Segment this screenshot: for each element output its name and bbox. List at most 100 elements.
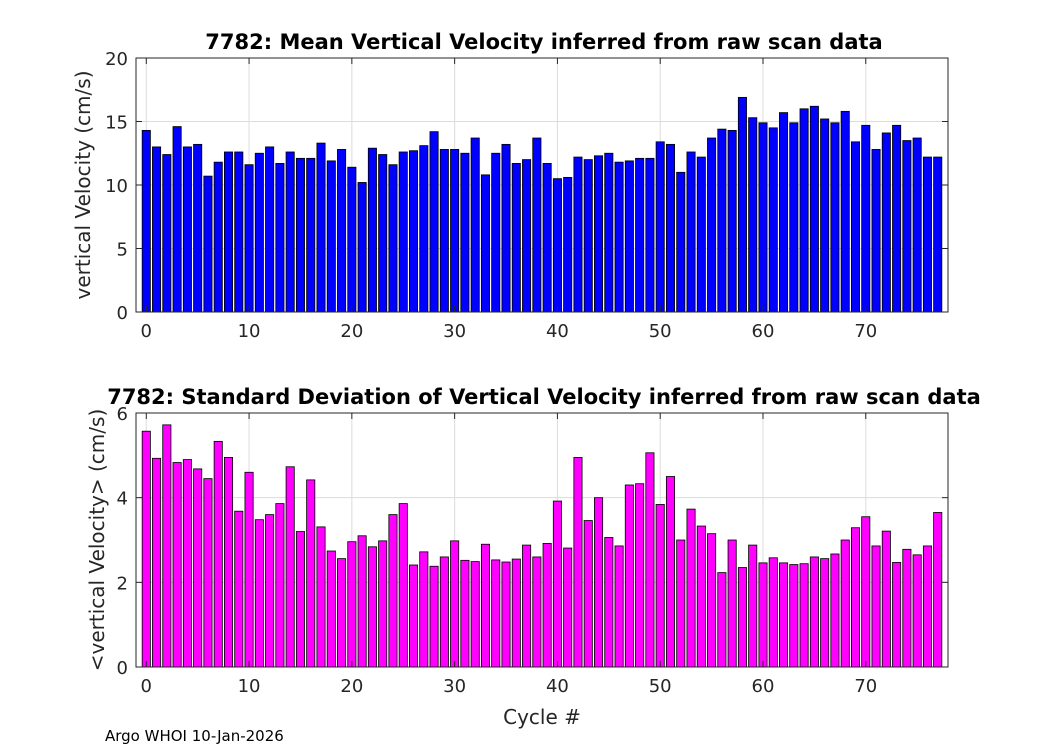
std-bar-cycle-2 <box>162 424 172 668</box>
std-bar-cycle-26 <box>409 564 419 668</box>
mean-bar-cycle-1 <box>152 146 162 313</box>
std-y-tick-label: 0 <box>117 658 128 679</box>
mean-bar-cycle-70 <box>861 124 871 313</box>
std-bar-cycle-74 <box>902 548 912 668</box>
mean-x-tick-label: 60 <box>752 321 775 342</box>
std-bar-cycle-56 <box>717 572 727 668</box>
mean-bar-cycle-19 <box>337 149 347 313</box>
mean-bar-cycle-17 <box>316 142 326 313</box>
mean-chart-x-ticks: 0 10 20 30 40 50 60 70 <box>141 58 877 342</box>
mean-bar-cycle-48 <box>635 157 645 313</box>
std-bar-cycle-73 <box>892 562 902 668</box>
mean-bar-cycle-20 <box>347 166 357 313</box>
mean-bar-cycle-76 <box>922 156 932 313</box>
std-bar-cycle-21 <box>357 535 367 668</box>
mean-bar-cycle-12 <box>265 146 275 313</box>
std-bar-cycle-50 <box>655 504 665 668</box>
mean-bar-cycle-46 <box>614 161 624 313</box>
std-bar-cycle-72 <box>881 530 891 668</box>
mean-bar-cycle-58 <box>737 96 747 313</box>
mean-x-tick-label: 50 <box>649 321 672 342</box>
std-bar-cycle-4 <box>182 459 192 668</box>
std-bar-cycle-10 <box>244 471 254 668</box>
mean-bar-cycle-5 <box>193 143 203 313</box>
mean-bar-cycle-60 <box>758 122 768 313</box>
mean-bar-cycle-24 <box>388 164 398 313</box>
mean-bar-cycle-56 <box>717 128 727 313</box>
mean-bar-cycle-2 <box>162 154 172 313</box>
std-bar-cycle-63 <box>789 564 799 668</box>
mean-bar-cycle-38 <box>532 137 542 313</box>
std-bar-cycle-30 <box>450 540 460 668</box>
std-bar-cycle-31 <box>460 559 470 668</box>
std-bar-cycle-34 <box>491 559 501 668</box>
mean-bar-cycle-73 <box>892 124 902 313</box>
mean-bar-cycle-71 <box>871 149 881 313</box>
mean-bar-cycle-27 <box>419 145 429 313</box>
std-bar-cycle-29 <box>439 556 449 668</box>
mean-bar-cycle-4 <box>182 146 192 313</box>
std-bar-cycle-1 <box>152 457 162 668</box>
mean-y-tick-label: 15 <box>105 113 128 134</box>
std-bar-cycle-44 <box>594 497 604 668</box>
mean-bar-cycle-52 <box>676 171 686 313</box>
mean-x-tick-label: 40 <box>546 321 569 342</box>
mean-bar-cycle-57 <box>727 129 737 313</box>
std-bar-cycle-69 <box>850 527 861 668</box>
mean-x-tick-label: 20 <box>340 321 363 342</box>
std-bar-cycle-40 <box>552 500 562 668</box>
std-chart-y-axis-label: <vertical Velocity> (cm/s) <box>85 409 109 672</box>
std-bar-cycle-14 <box>285 466 295 668</box>
mean-bar-cycle-0 <box>141 129 151 313</box>
mean-bar-cycle-41 <box>563 176 573 313</box>
std-chart-title: 7782: Standard Deviation of Vertical Vel… <box>107 385 981 409</box>
std-bar-cycle-24 <box>388 514 398 668</box>
mean-bar-cycle-69 <box>850 141 861 313</box>
std-chart-axes-frame <box>135 412 949 668</box>
mean-bar-cycle-42 <box>573 156 583 313</box>
std-velocity-chart: 7782: Standard Deviation of Vertical Vel… <box>85 385 981 729</box>
std-y-tick-label: 6 <box>117 404 128 425</box>
std-bar-cycle-33 <box>480 543 490 668</box>
std-bar-cycle-70 <box>861 516 871 668</box>
std-x-tick-label: 20 <box>340 676 363 697</box>
std-y-tick-label: 2 <box>117 573 128 594</box>
std-bar-cycle-13 <box>275 503 285 668</box>
mean-bar-cycle-44 <box>594 155 604 313</box>
std-bar-cycle-20 <box>347 541 357 668</box>
mean-bar-cycle-34 <box>491 152 501 313</box>
std-bar-cycle-15 <box>295 531 305 668</box>
std-bar-cycle-55 <box>707 533 717 668</box>
mean-bar-cycle-15 <box>295 157 305 313</box>
mean-bar-cycle-23 <box>378 154 388 313</box>
std-bar-cycle-28 <box>429 565 439 668</box>
std-x-tick-label: 50 <box>649 676 672 697</box>
std-x-tick-label: 40 <box>546 676 569 697</box>
mean-x-tick-label: 10 <box>238 321 261 342</box>
mean-bar-cycle-51 <box>665 143 675 313</box>
std-bar-cycle-8 <box>223 457 234 668</box>
std-bar-cycle-18 <box>326 550 336 668</box>
mean-bar-cycle-43 <box>583 159 593 313</box>
mean-x-tick-label: 30 <box>443 321 466 342</box>
mean-bar-cycle-62 <box>779 112 789 313</box>
std-bar-cycle-17 <box>316 526 326 668</box>
mean-bar-cycle-53 <box>686 151 696 313</box>
std-bar-cycle-45 <box>604 537 614 668</box>
std-bar-cycle-66 <box>820 558 830 668</box>
std-bar-cycle-25 <box>398 503 408 668</box>
mean-bar-cycle-37 <box>522 159 532 313</box>
std-bar-cycle-39 <box>542 542 552 668</box>
mean-bar-cycle-22 <box>367 147 377 313</box>
mean-chart-y-ticks: 0 5 10 15 20 <box>105 49 948 324</box>
std-bar-cycle-35 <box>501 561 511 668</box>
std-bar-cycle-48 <box>635 483 645 668</box>
std-bar-cycle-57 <box>727 539 737 668</box>
std-chart-x-ticks: 0 10 20 30 40 50 60 70 <box>141 413 877 697</box>
std-bar-cycle-65 <box>809 556 819 668</box>
mean-bar-cycle-29 <box>439 149 449 313</box>
mean-bar-cycle-10 <box>244 164 254 313</box>
footer-credit: Argo WHOI 10-Jan-2026 <box>105 727 284 745</box>
std-x-tick-label: 70 <box>854 676 877 697</box>
